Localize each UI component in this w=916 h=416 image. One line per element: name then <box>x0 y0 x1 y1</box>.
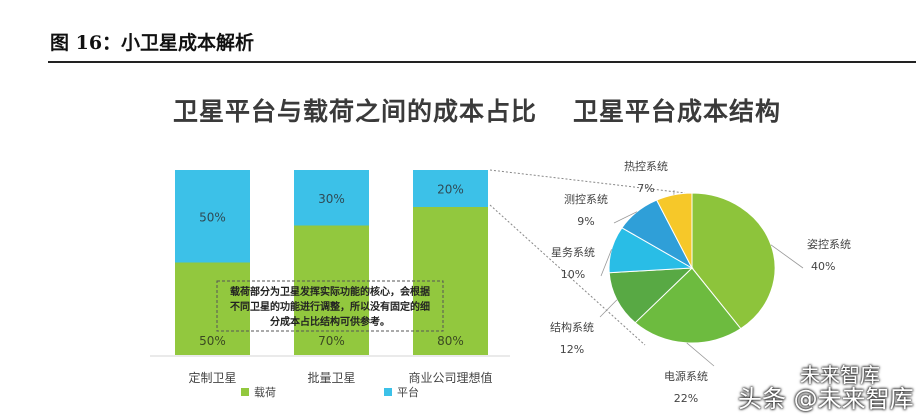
bar-platform-label-1: 50% <box>199 210 226 224</box>
bar-platform-label-2: 30% <box>318 192 345 206</box>
pie-value-label-2: 22% <box>674 392 698 405</box>
bar-platform-label-3: 20% <box>437 183 464 197</box>
bar-payload-2 <box>294 225 369 355</box>
bar-payload-label-1: 50% <box>199 334 226 348</box>
pie-value-label-3: 12% <box>560 343 584 356</box>
pie-value-label-6: 7% <box>637 182 654 195</box>
pie-slice-6 <box>656 192 693 269</box>
figure-title: 图 16：小卫星成本解析 <box>50 32 255 54</box>
x-tick-label-3: 商业公司理想值 <box>408 370 492 385</box>
annotation-line-1: 载荷部分为卫星发挥实际功能的核心，会根据 <box>230 285 430 298</box>
title-divider <box>48 61 916 63</box>
watermark-top: 未来智库 <box>800 363 880 387</box>
connector-top <box>489 169 686 194</box>
annotation-box <box>216 280 444 332</box>
pie-chart-headline: 卫星平台成本结构 <box>573 97 782 126</box>
x-tick-label-1: 定制卫星 <box>188 370 236 385</box>
pie-label-4: 星务系统 <box>551 246 595 259</box>
bar-platform-2 <box>294 170 369 226</box>
pie-slice-2 <box>634 267 742 344</box>
pie-value-label-1: 40% <box>811 260 835 273</box>
pie-leader-5 <box>613 211 638 224</box>
pie-leader-1 <box>770 244 804 269</box>
pie-leader-4 <box>600 249 612 277</box>
pie-label-5: 测控系统 <box>564 192 608 206</box>
bar-platform-1 <box>175 170 250 263</box>
annotation-line-2: 不同卫星的功能进行调整，所以没有固定的细 <box>230 300 430 313</box>
bar-payload-3 <box>413 207 488 355</box>
pie-value-label-4: 10% <box>561 268 585 281</box>
bar-platform-3 <box>413 170 488 207</box>
pie-label-2: 电源系统 <box>664 369 708 383</box>
legend-swatch-payload <box>241 388 249 396</box>
bar-payload-label-2: 70% <box>318 334 345 348</box>
bar-chart-headline: 卫星平台与载荷之间的成本占比 <box>173 97 538 126</box>
pie-label-3: 结构系统 <box>550 320 594 334</box>
pie-label-6: 热控系统 <box>624 159 668 173</box>
bar-payload-label-3: 80% <box>437 334 464 348</box>
pie-leader-3 <box>599 299 618 318</box>
pie-slice-3 <box>608 267 694 324</box>
bar-payload-1 <box>175 262 250 355</box>
pie-label-1: 姿控系统 <box>807 237 851 251</box>
legend-label-payload: 载荷 <box>254 386 276 399</box>
pie-value-label-5: 9% <box>577 215 594 228</box>
x-tick-label-2: 批量卫星 <box>307 370 355 385</box>
legend-swatch-platform <box>384 388 392 396</box>
pie-leader-2 <box>686 342 715 367</box>
annotation-line-3: 分成本占比结构可供参考。 <box>270 315 390 328</box>
legend-label-platform: 平台 <box>397 385 419 399</box>
watermark-bottom: 头条 @未来智库 <box>738 385 914 413</box>
connector-bottom <box>489 204 646 346</box>
